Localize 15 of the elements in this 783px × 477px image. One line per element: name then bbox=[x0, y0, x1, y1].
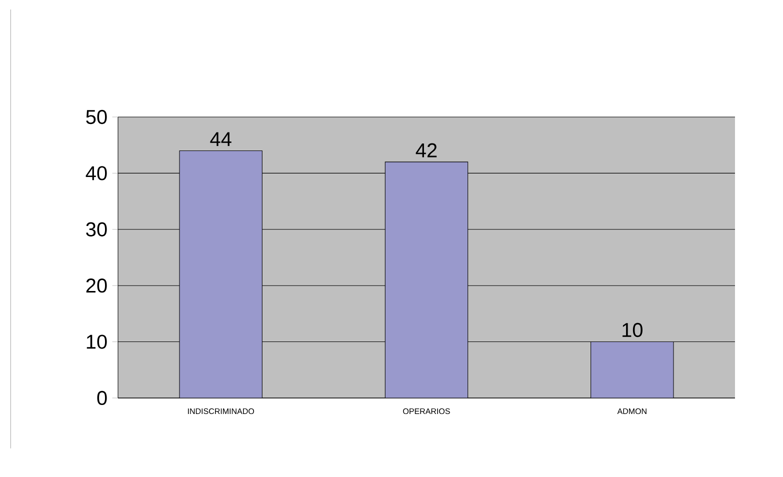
bar bbox=[384, 162, 468, 398]
y-tick-label: 50 bbox=[86, 110, 107, 124]
x-tick-label: ADMON bbox=[617, 408, 646, 414]
y-tick-label: 40 bbox=[86, 166, 107, 180]
data-label: 44 bbox=[210, 132, 232, 146]
y-tick-label: 30 bbox=[86, 222, 107, 236]
bar bbox=[179, 150, 262, 398]
y-tick-label: 0 bbox=[97, 390, 107, 406]
x-tick-label: OPERARIOS bbox=[403, 408, 450, 414]
data-label: 42 bbox=[416, 143, 437, 158]
data-label: 10 bbox=[622, 322, 642, 338]
y-tick-label: 20 bbox=[86, 278, 107, 293]
y-tick-label: 10 bbox=[86, 334, 107, 349]
bar bbox=[590, 342, 674, 398]
x-tick-label: INDISCRIMINADO bbox=[188, 408, 254, 414]
